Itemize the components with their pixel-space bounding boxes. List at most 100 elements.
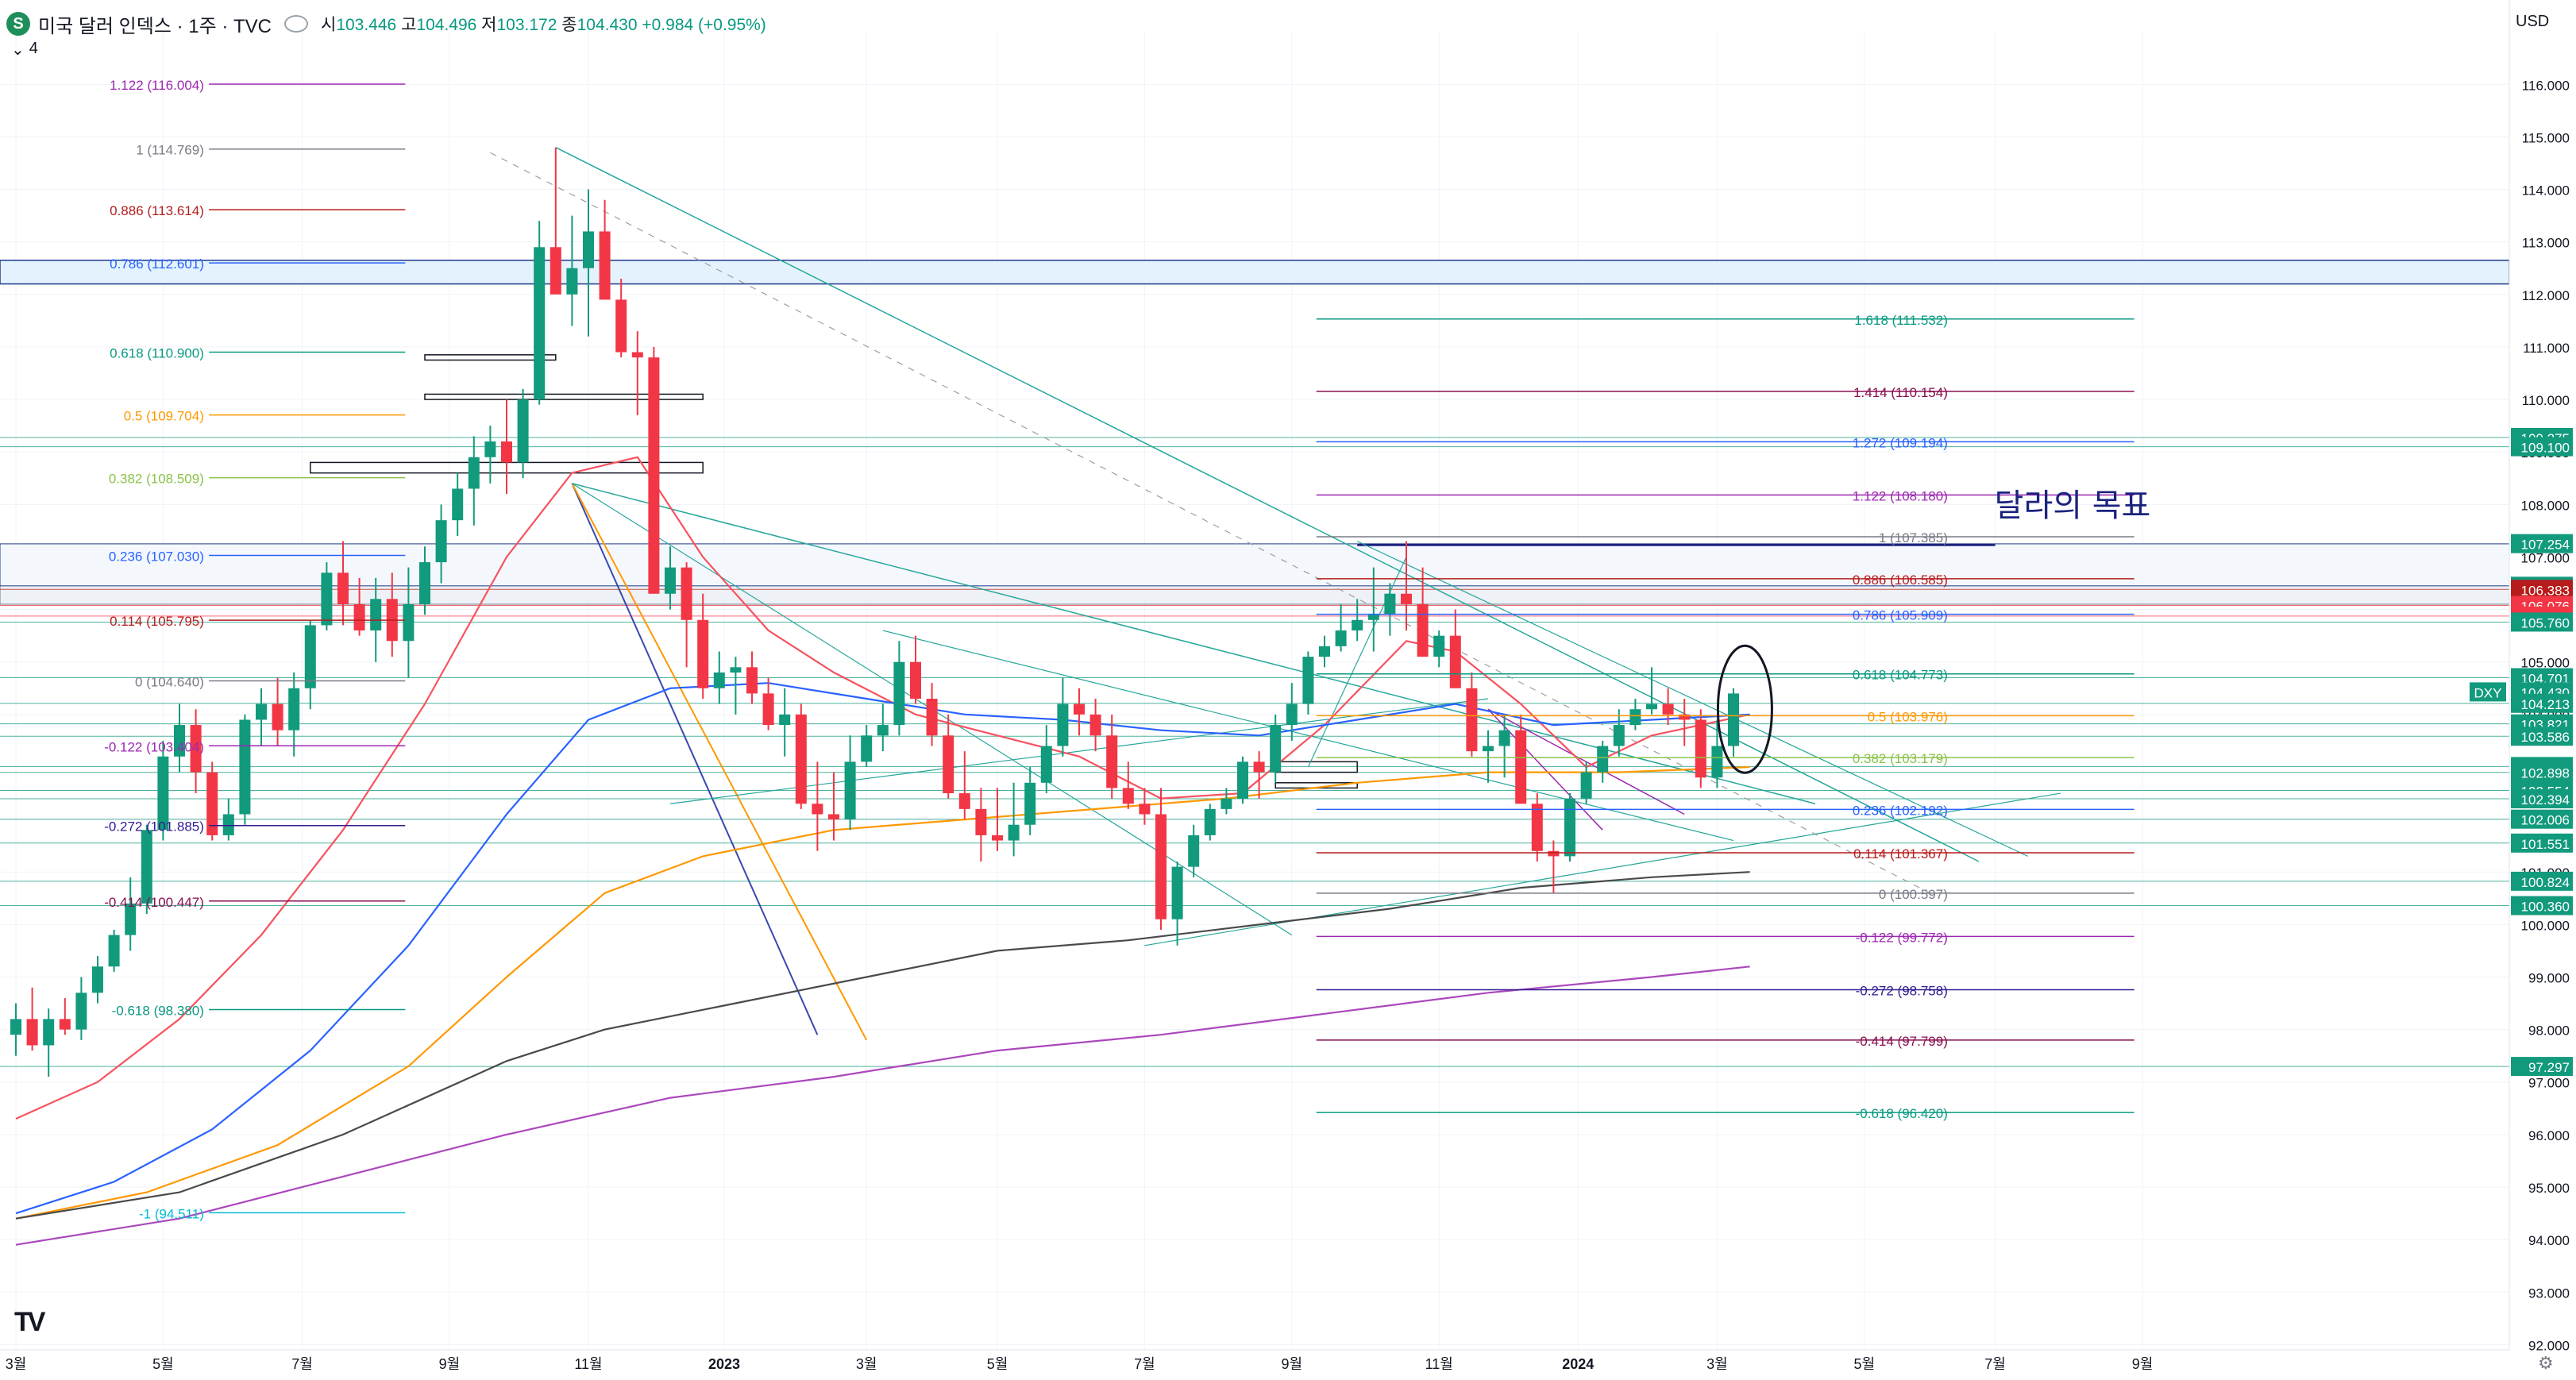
fib-label: -0.618 (96.420) — [1856, 1106, 1948, 1121]
candle-body — [288, 688, 300, 730]
fib-label: 0.886 (113.614) — [110, 203, 204, 218]
candle-body — [812, 804, 823, 815]
candle-body — [1040, 746, 1052, 783]
fib-label: 1.272 (109.194) — [1853, 435, 1948, 450]
fib-label: -0.618 (98.380) — [112, 1003, 204, 1018]
candle-body — [599, 231, 611, 300]
price-tick: 93.000 — [2528, 1286, 2570, 1301]
price-tick: 92.000 — [2528, 1338, 2570, 1353]
chevron-down-icon[interactable]: ⌄ — [11, 41, 25, 59]
close-value: 104.430 — [577, 16, 638, 34]
candle-body — [1057, 703, 1069, 746]
candle-body — [992, 835, 1003, 841]
candle-body — [1319, 646, 1330, 657]
candle-body — [1695, 719, 1706, 778]
price-label: 97.297 — [2528, 1060, 2570, 1075]
candle-body — [1580, 772, 1592, 799]
fib-label: 1.122 (116.004) — [110, 78, 204, 93]
fib-label: -0.272 (98.758) — [1856, 983, 1948, 998]
price-label-bg — [2511, 762, 2573, 782]
candle-body — [1711, 746, 1723, 778]
candle-body — [648, 357, 660, 594]
candle-body — [746, 667, 758, 694]
candle-body — [631, 352, 643, 358]
fib-label: 0.618 (104.773) — [1853, 668, 1948, 683]
candle-body — [157, 756, 169, 831]
candle-body — [468, 457, 480, 489]
price-tick: 111.000 — [2523, 341, 2570, 356]
price-label: 102.394 — [2521, 792, 2570, 808]
price-label-bg — [2511, 580, 2573, 599]
candle-body — [1433, 635, 1445, 657]
candle-body — [958, 793, 970, 809]
moving-average-1 — [15, 456, 1750, 1120]
fib-label: 0.5 (103.976) — [1868, 709, 1948, 724]
price-tick: 116.000 — [2522, 78, 2570, 93]
eye-icon[interactable] — [283, 15, 308, 33]
candle-body — [681, 567, 692, 620]
fib-label: 0.114 (101.367) — [1853, 846, 1948, 862]
time-tick: 5월 — [987, 1356, 1008, 1372]
candle-body — [1074, 703, 1085, 715]
candle-body — [566, 268, 578, 295]
trend-line — [1356, 541, 2029, 857]
candle-body — [1237, 761, 1248, 799]
candle-body — [1302, 657, 1314, 704]
candle-body — [337, 572, 349, 604]
symbol-icon[interactable]: S — [6, 12, 30, 36]
candle-body — [1384, 593, 1396, 615]
candle-body — [893, 661, 905, 726]
price-tick: 112.000 — [2522, 288, 2570, 303]
target-annotation: 달라의 목표 — [1995, 488, 2151, 524]
candle-body — [1188, 835, 1200, 867]
price-label-bg — [2511, 534, 2573, 553]
candle-body — [353, 603, 365, 631]
fib-label: 1 (114.769) — [136, 143, 204, 158]
time-tick: 5월 — [152, 1356, 174, 1372]
candle-body — [1008, 824, 1020, 841]
fib-label: -0.122 (103.404) — [104, 739, 204, 754]
price-tick: 108.000 — [2521, 498, 2570, 513]
price-label-bg — [2511, 437, 2573, 457]
fib-label: 0.886 (106.585) — [1853, 572, 1948, 588]
candle-body — [1662, 703, 1674, 715]
candle-body — [910, 661, 921, 699]
symbol-title[interactable]: 미국 달러 인덱스 · 1주 · TVC — [38, 15, 272, 37]
time-tick: 7월 — [1134, 1356, 1155, 1372]
indicator-toggle[interactable]: ⌄ 4 — [11, 40, 38, 60]
time-tick: 11월 — [1425, 1356, 1453, 1372]
price-label-bg — [2511, 789, 2573, 809]
price-label-bg — [2511, 833, 2573, 853]
price-tick: 114.000 — [2522, 183, 2570, 199]
candle-body — [1728, 693, 1739, 746]
gear-icon[interactable]: ⚙ — [2538, 1353, 2554, 1373]
price-label: 106.383 — [2521, 583, 2570, 598]
candle-body — [1498, 730, 1510, 746]
candle-body — [1531, 804, 1543, 851]
fib-label: -0.122 (99.772) — [1856, 930, 1948, 945]
price-tick: 105.000 — [2521, 656, 2570, 671]
price-tick: 94.000 — [2528, 1233, 2570, 1248]
candle-body — [1270, 725, 1282, 773]
time-tick: 9월 — [2132, 1356, 2154, 1372]
price-label: 105.760 — [2521, 615, 2570, 630]
candle-body — [1613, 725, 1625, 746]
candle-body — [517, 399, 529, 463]
moving-average-4 — [15, 871, 1750, 1220]
fib-right: 1.618 (111.532) 1.414 (110.154) 1.272 (109… — [1316, 313, 2134, 1121]
candle-body — [1515, 730, 1527, 804]
candle-body — [141, 830, 152, 904]
price-tick: 115.000 — [2522, 130, 2570, 145]
tradingview-logo-icon[interactable]: TV — [14, 1307, 46, 1337]
high-value: 104.496 — [416, 16, 477, 34]
price-label: 102.006 — [2521, 813, 2570, 828]
fib-label: 0 (104.640) — [135, 675, 204, 690]
time-tick: 11월 — [574, 1356, 602, 1372]
currency-label[interactable]: USD — [2516, 13, 2550, 30]
high-label: 고 — [401, 16, 417, 34]
ohlc-values: 시103.446 고104.496 저103.172 종104.430 +0.9… — [321, 12, 766, 36]
candles — [10, 147, 1739, 1077]
price-label-bg — [2511, 871, 2573, 891]
price-label: 100.824 — [2521, 875, 2570, 890]
